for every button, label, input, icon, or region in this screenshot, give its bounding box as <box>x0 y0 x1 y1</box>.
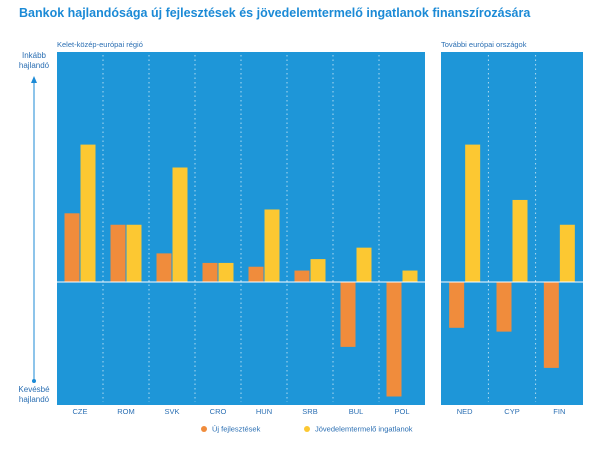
x-tick-label: SVK <box>164 407 179 416</box>
bar-rom-new-developments <box>110 224 126 282</box>
bar-cro-income-producing <box>218 262 234 282</box>
bar-fin-new-developments <box>543 282 559 368</box>
chart-panel-1: Kelet-közép-európai régió CZE ROM SVK CRO HUN… <box>57 40 425 416</box>
panel-title: Kelet-közép-európai régió <box>57 40 143 49</box>
x-tick-label: SRB <box>302 407 317 416</box>
x-tick-label: FIN <box>553 407 565 416</box>
x-tick-label: CYP <box>504 407 519 416</box>
y-axis-bottom-label-line1: Kevésbé <box>18 385 50 394</box>
legend-label: Új fejlesztések <box>212 425 261 434</box>
bar-ned-income-producing <box>465 144 481 282</box>
chart-panel-2: További európai országok NED CYP FIN <box>441 40 583 416</box>
x-tick-label: BUL <box>349 407 364 416</box>
legend-marker <box>201 426 207 432</box>
bar-cyp-new-developments <box>496 282 512 332</box>
bar-pol-new-developments <box>386 282 402 397</box>
y-axis-bottom-label-line2: hajlandó <box>19 395 50 404</box>
bar-srb-new-developments <box>294 270 310 282</box>
bar-srb-income-producing <box>310 259 326 282</box>
down-dot-icon <box>32 379 36 383</box>
bar-bul-new-developments <box>340 282 356 347</box>
bar-svk-new-developments <box>156 253 172 282</box>
legend-label: Jövedelemtermelő ingatlanok <box>315 425 413 434</box>
x-tick-label: NED <box>457 407 473 416</box>
x-tick-label: CRO <box>210 407 227 416</box>
bar-pol-income-producing <box>402 270 418 282</box>
bar-svk-income-producing <box>172 167 188 282</box>
bar-rom-income-producing <box>126 224 142 282</box>
chart-title: Bankok hajlandósága új fejlesztések és j… <box>19 6 531 20</box>
bar-cyp-income-producing <box>512 199 528 282</box>
legend: Új fejlesztések Jövedelemtermelő ingatlan… <box>201 425 413 434</box>
bar-bul-income-producing <box>356 247 372 282</box>
x-tick-label: POL <box>394 407 409 416</box>
up-arrow-icon <box>31 76 37 83</box>
bar-hun-new-developments <box>248 266 264 282</box>
bar-cze-income-producing <box>80 144 96 282</box>
legend-marker <box>304 426 310 432</box>
chart-panels: Kelet-közép-európai régió CZE ROM SVK CRO HUN… <box>57 40 583 416</box>
bar-ned-new-developments <box>449 282 465 328</box>
x-tick-label: HUN <box>256 407 272 416</box>
bar-cze-new-developments <box>64 213 80 282</box>
y-axis-top-label-line1: Inkább <box>22 51 47 60</box>
bar-hun-income-producing <box>264 209 280 282</box>
x-tick-label: CZE <box>73 407 88 416</box>
bar-fin-income-producing <box>559 224 575 282</box>
bar-cro-new-developments <box>202 262 218 282</box>
y-axis-top-label-line2: hajlandó <box>19 61 50 70</box>
x-tick-label: ROM <box>117 407 135 416</box>
panel-title: További európai országok <box>441 40 527 49</box>
y-axis-qualitative: Inkább hajlandó Kevésbé hajlandó <box>18 51 50 404</box>
plot-background <box>441 52 583 405</box>
